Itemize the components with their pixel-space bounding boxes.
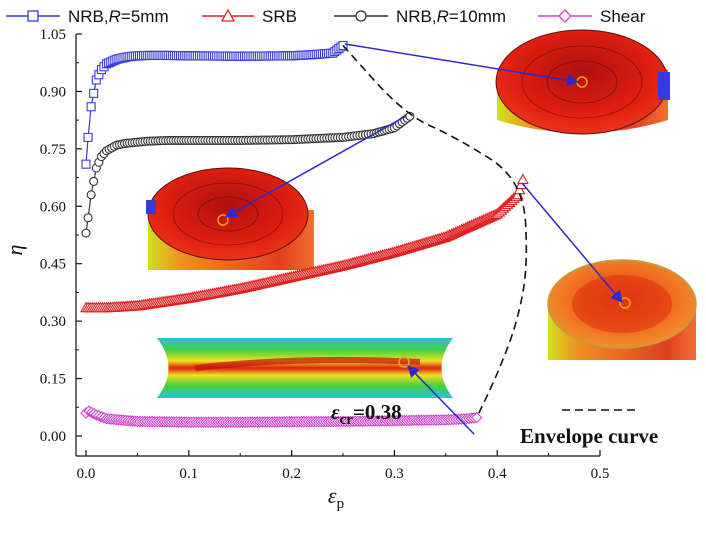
- axis-ticks: [76, 33, 601, 456]
- x-tick-label: 0.0: [77, 466, 96, 482]
- series-2: [81, 111, 415, 238]
- critical-strain-annotation: εcr=0.38: [331, 400, 402, 428]
- series-1: [80, 173, 529, 313]
- x-tick-label: 0.2: [282, 466, 301, 482]
- legend-label-shear: Shear: [600, 7, 646, 26]
- annotation-sub: cr: [340, 412, 354, 428]
- annotation-tail: =0.38: [353, 400, 402, 424]
- data-point: [86, 102, 96, 112]
- arrow-nrb5: [344, 43, 580, 87]
- legend-item-srb: SRB: [202, 7, 297, 26]
- y-tick-label: 0.00: [40, 429, 66, 445]
- y-tick-label: 0.75: [40, 142, 66, 158]
- data-point: [83, 132, 93, 142]
- x-tick-label: 0.3: [385, 466, 404, 482]
- fem-image-srb: [546, 256, 698, 368]
- y-tick-label: 0.90: [40, 84, 66, 100]
- x-axis-label: εp: [328, 483, 344, 512]
- y-tick-labels: 0.00 0.15 0.30 0.45 0.60 0.75 0.90 1.05: [40, 27, 66, 445]
- arrow-srb: [521, 182, 623, 303]
- series-layer: [80, 40, 529, 428]
- envelope-legend-label: Envelope curve: [520, 424, 658, 448]
- legend-label-nrb5: NRB,R=5mm: [68, 7, 169, 26]
- legend: NRB,R=5mm SRB NRB,R=10mm Shear: [6, 7, 646, 26]
- x-tick-labels: 0.0 0.1 0.2 0.3 0.4 0.5: [77, 466, 610, 482]
- envelope-legend: Envelope curve: [520, 409, 658, 448]
- annotation-main: ε: [331, 400, 340, 424]
- x-axis-label-sub: p: [337, 496, 345, 512]
- fem-image-nrb10: [145, 167, 317, 284]
- data-point: [516, 173, 529, 185]
- data-point: [86, 190, 96, 200]
- series-0: [81, 40, 348, 169]
- arrow-nrb10: [224, 115, 407, 218]
- y-tick-label: 0.45: [40, 257, 66, 273]
- y-tick-label: 0.15: [40, 372, 66, 388]
- data-point: [81, 228, 91, 238]
- y-tick-label: 1.05: [40, 27, 66, 43]
- fem-image-shear: [157, 338, 453, 398]
- arrow-shear: [407, 365, 475, 435]
- y-tick-label: 0.60: [40, 199, 66, 215]
- data-point: [470, 411, 483, 424]
- x-tick-label: 0.1: [179, 466, 198, 482]
- legend-item-nrb10: NRB,R=10mm: [334, 7, 506, 26]
- annotation-arrows: [224, 43, 623, 435]
- y-tick-label: 0.30: [40, 314, 66, 330]
- series-3: [80, 405, 483, 428]
- envelope-curve: [342, 44, 528, 418]
- data-point: [83, 213, 93, 223]
- x-tick-label: 0.4: [488, 466, 507, 482]
- x-axis-label-main: ε: [328, 483, 337, 508]
- plot-frame: [75, 34, 600, 457]
- data-point: [89, 88, 99, 98]
- legend-item-shear: Shear: [538, 7, 646, 26]
- data-point: [89, 176, 99, 186]
- data-point: [81, 159, 91, 169]
- legend-item-nrb5: NRB,R=5mm: [6, 7, 169, 26]
- y-axis-label: η: [2, 245, 27, 256]
- legend-label-nrb10: NRB,R=10mm: [396, 7, 506, 26]
- fem-image-nrb5: [493, 24, 671, 146]
- legend-label-srb: SRB: [262, 7, 297, 26]
- x-tick-label: 0.5: [591, 466, 610, 482]
